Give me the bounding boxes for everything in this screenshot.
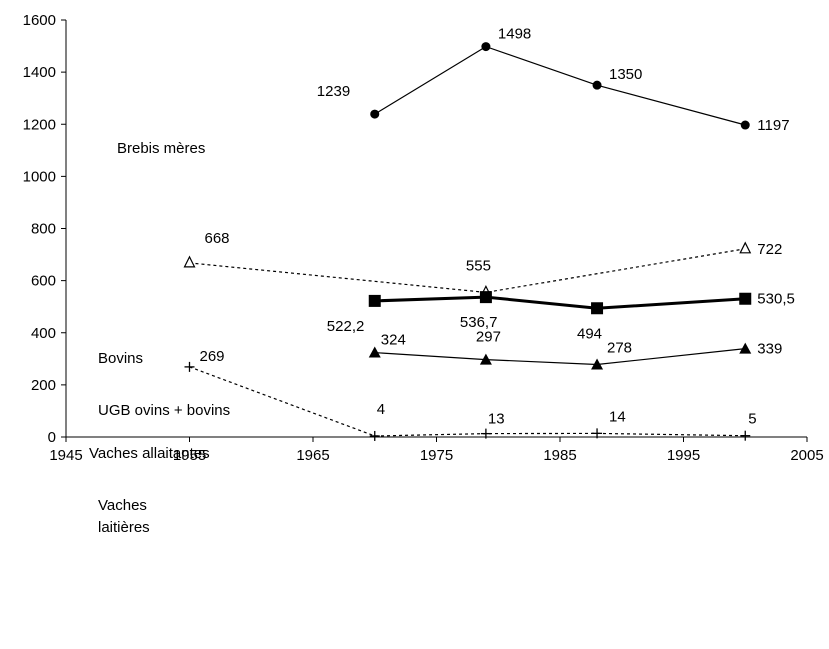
marker-ugb-2	[591, 302, 604, 315]
y-tick-label: 400	[31, 325, 56, 342]
marker-brebis-1	[481, 42, 491, 52]
marker-ugb-3	[739, 292, 752, 305]
y-tick-label: 800	[31, 221, 56, 238]
series-name-allaitantes: Vaches allaitantes	[89, 445, 210, 462]
data-label-ugb-3: 530,5	[757, 291, 795, 308]
data-label-brebis-1: 1498	[498, 26, 531, 43]
marker-laitieres-2	[480, 428, 491, 439]
x-tick-label: 1955	[173, 447, 206, 464]
series-line-ugb	[374, 295, 746, 310]
axes: 0 200 400 600 800 1000 1200 1400 1600 1945 1955 196…	[23, 12, 824, 464]
data-label-ugb-0: 522,2	[327, 318, 365, 335]
series-lines	[189, 45, 746, 437]
data-label-allaitantes-3: 339	[757, 341, 782, 358]
x-tick-label: 1965	[296, 447, 329, 464]
marker-bovins-0	[183, 255, 196, 268]
marker-ugb-0	[368, 294, 381, 307]
x-tick-label: 1975	[420, 447, 453, 464]
marker-brebis-3	[740, 120, 750, 130]
y-tick-label: 1200	[23, 116, 56, 133]
data-label-laitieres-2: 13	[488, 411, 505, 428]
y-tick-label: 1400	[23, 64, 56, 81]
data-label-bovins-2: 722	[757, 241, 782, 258]
series-name-brebis: Brebis mères	[117, 140, 205, 157]
series-name-line: laitières	[98, 519, 150, 536]
marker-allaitantes-1	[479, 353, 492, 365]
series-name-ugb: UGB ovins + bovins	[98, 402, 230, 419]
x-tick-label: 2005	[790, 447, 823, 464]
series-names: Brebis mères Bovins UGB ovins + bovins Vach…	[89, 140, 230, 536]
y-tick-label: 600	[31, 273, 56, 290]
data-label-brebis-3: 1197	[757, 117, 789, 134]
data-label-laitieres-1: 4	[377, 401, 385, 418]
data-label-brebis-0: 1239	[317, 83, 350, 100]
series-name-laitieres: Vaches laitières	[98, 497, 150, 536]
data-label-bovins-0: 668	[205, 230, 230, 247]
y-tick-label: 1600	[23, 12, 56, 29]
marker-allaitantes-3	[739, 342, 752, 354]
data-label-ugb-1: 536,7	[460, 314, 498, 331]
data-label-laitieres-3: 14	[609, 408, 626, 425]
marker-brebis-2	[592, 80, 602, 90]
marker-laitieres-0	[184, 361, 195, 372]
marker-laitieres-4	[740, 430, 751, 441]
data-label-brebis-2: 1350	[609, 66, 642, 83]
data-label-laitieres-0: 269	[200, 348, 225, 365]
data-label-ugb-2: 494	[577, 325, 602, 342]
x-tick-label: 1945	[49, 447, 82, 464]
marker-ugb-1	[479, 291, 492, 304]
marker-allaitantes-0	[368, 346, 381, 358]
y-tick-label: 1000	[23, 168, 56, 185]
marker-laitieres-3	[592, 428, 603, 439]
marker-laitieres-1	[369, 430, 380, 441]
series-name-bovins: Bovins	[98, 350, 143, 367]
series-markers	[183, 42, 752, 441]
y-tick-label: 0	[48, 429, 56, 446]
series-line-allaitantes	[374, 348, 746, 366]
data-label-bovins-1: 555	[466, 257, 491, 274]
series-name-line: Vaches	[98, 497, 147, 514]
marker-allaitantes-2	[591, 358, 604, 370]
marker-brebis-0	[370, 109, 380, 119]
series-line-brebis	[374, 45, 746, 126]
x-tick-label: 1995	[667, 447, 700, 464]
series-line-laitieres	[189, 366, 746, 437]
data-label-allaitantes-0: 324	[381, 332, 406, 349]
data-label-laitieres-4: 5	[748, 411, 756, 428]
data-label-allaitantes-1: 297	[476, 329, 501, 346]
data-label-allaitantes-2: 278	[607, 340, 632, 357]
marker-bovins-2	[739, 241, 752, 254]
y-tick-label: 200	[31, 377, 56, 394]
x-tick-label: 1985	[543, 447, 576, 464]
